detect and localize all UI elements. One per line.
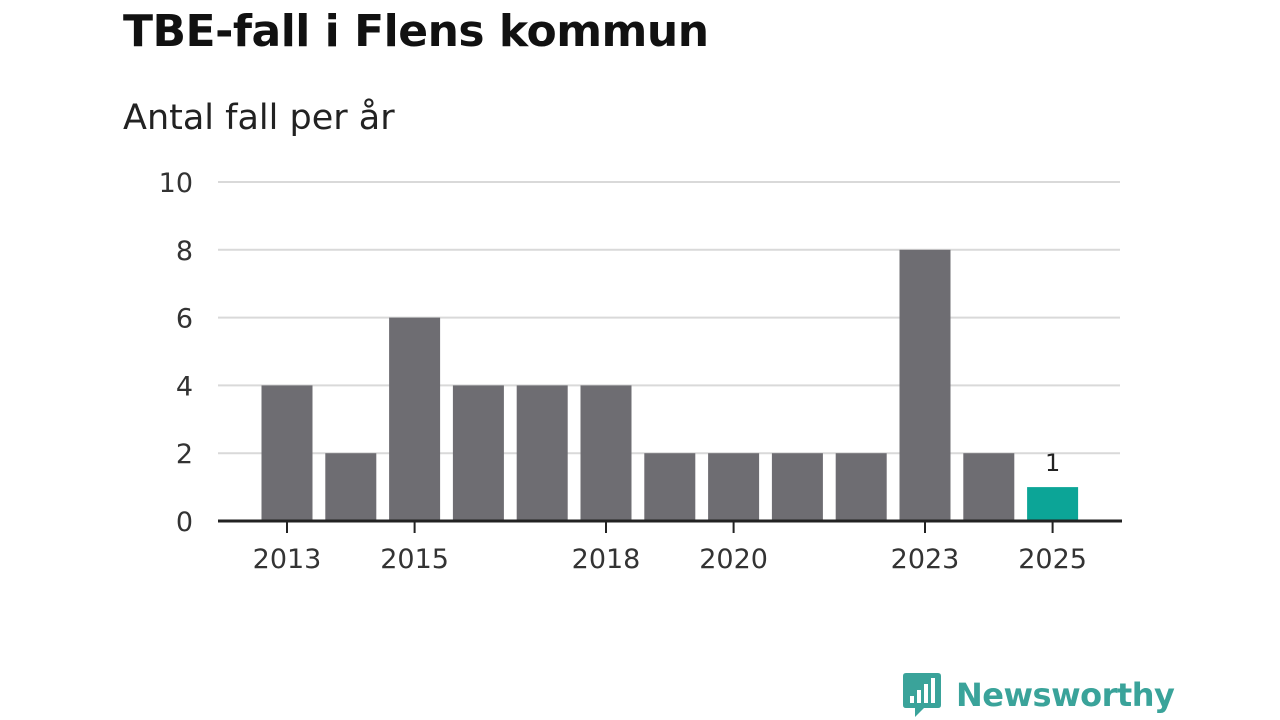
bar-2016 — [452, 385, 504, 521]
y-tick-label-0: 0 — [176, 507, 193, 538]
y-tick-label-10: 10 — [159, 168, 193, 199]
bar-2025 — [1027, 487, 1079, 521]
y-tick-label-6: 6 — [176, 304, 193, 335]
bar-2017 — [516, 385, 568, 521]
bar-chart: 0 2 4 6 8 10 1 2013 2015 2018 2020 2023 2025 — [159, 168, 1122, 575]
x-tick-label-2025: 2025 — [1018, 544, 1087, 575]
y-tick-label-4: 4 — [176, 371, 193, 402]
bar-2023 — [899, 249, 951, 522]
y-tick-label-2: 2 — [176, 439, 193, 470]
y-axis-ticks: 0 2 4 6 8 10 — [159, 168, 193, 538]
y-tick-label-8: 8 — [176, 236, 193, 267]
bar-2024 — [963, 453, 1015, 521]
bars — [261, 249, 1079, 522]
bar-2020 — [708, 453, 760, 521]
bar-2022 — [835, 453, 887, 521]
x-tick-label-2018: 2018 — [572, 544, 641, 575]
bar-2018 — [580, 385, 632, 521]
newsworthy-brand: Newsworthy — [902, 670, 1175, 720]
chart-title: TBE-fall i Flens kommun — [123, 6, 709, 57]
bar-2019 — [644, 453, 696, 521]
bar-2015 — [389, 317, 441, 521]
bar-2014 — [325, 453, 377, 521]
x-tick-label-2015: 2015 — [380, 544, 449, 575]
bar-2021 — [771, 453, 823, 521]
x-tick-label-2013: 2013 — [253, 544, 322, 575]
x-axis-ticks: 2013 2015 2018 2020 2023 2025 — [253, 521, 1087, 575]
x-tick-label-2023: 2023 — [891, 544, 960, 575]
data-label-2025: 1 — [1045, 449, 1060, 477]
newsworthy-logo-icon — [903, 673, 941, 717]
data-labels: 1 — [1045, 449, 1060, 477]
bar-2013 — [261, 385, 313, 521]
chart-subtitle: Antal fall per år — [123, 98, 395, 138]
gridlines — [218, 181, 1120, 455]
brand-name: Newsworthy — [956, 676, 1175, 714]
x-tick-label-2020: 2020 — [699, 544, 768, 575]
